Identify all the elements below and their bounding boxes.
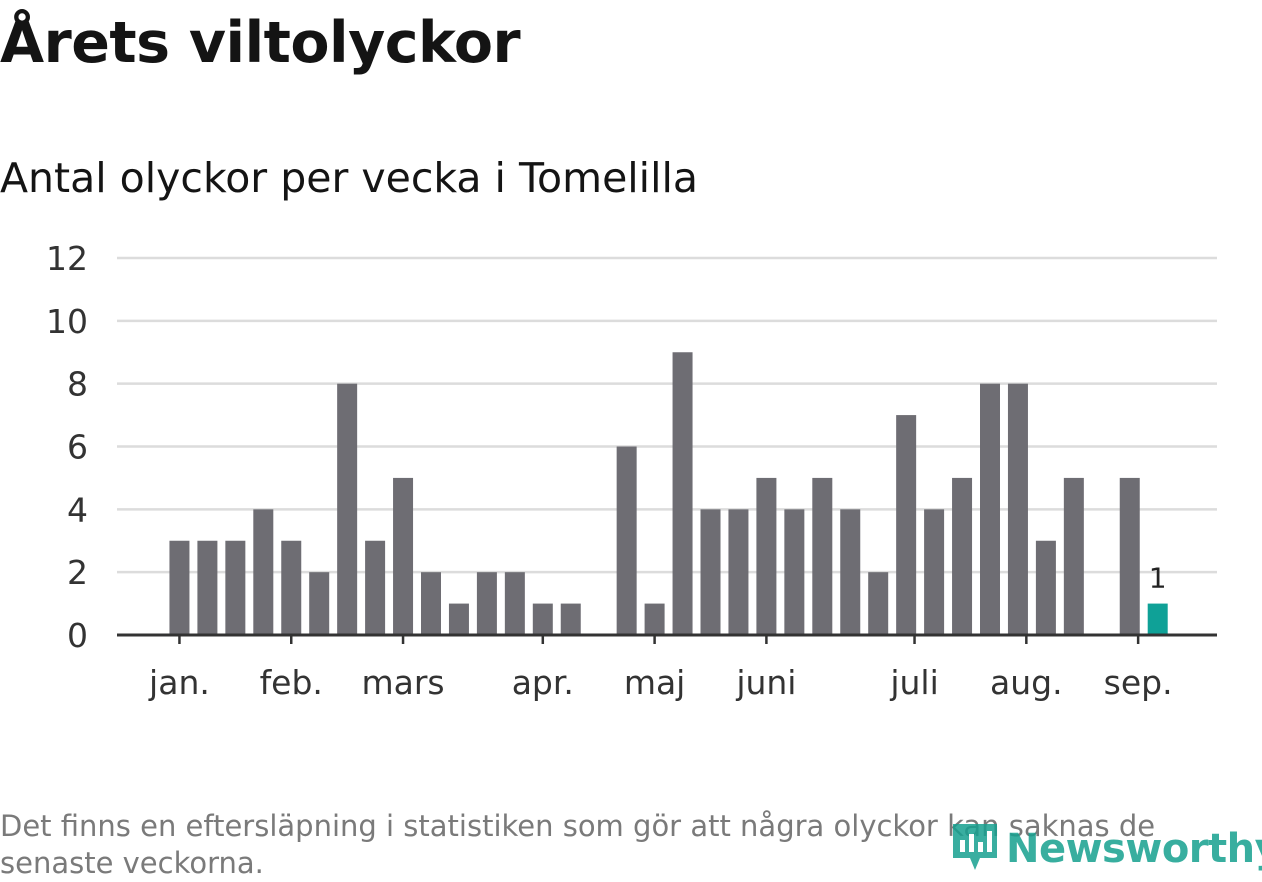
chart-subtitle: Antal olyckor per vecka i Tomelilla: [0, 154, 698, 202]
bar: [197, 540, 218, 635]
bar: [281, 540, 302, 635]
bar: [812, 477, 833, 635]
y-axis-ticks: 0 2 4 6 8 10 12: [46, 239, 88, 655]
bar: [896, 415, 917, 635]
y-tick-label: 8: [67, 365, 88, 404]
bar: [616, 446, 637, 635]
chart-title: Årets viltolyckor: [0, 10, 521, 76]
bar: [952, 477, 973, 635]
x-axis-ticks: jan. feb. mars apr. maj juni juli aug. sep.: [148, 635, 1173, 702]
x-tick-label: feb.: [260, 663, 323, 702]
bar: [756, 477, 777, 635]
bar: [448, 603, 469, 635]
bars: [169, 352, 1168, 635]
bar: [840, 509, 861, 635]
bar: [337, 383, 358, 635]
bar: [980, 383, 1000, 635]
bar: [1119, 477, 1140, 635]
bar: [924, 509, 945, 635]
bar: [644, 603, 665, 635]
y-tick-label: 6: [67, 428, 88, 467]
bar: [253, 509, 274, 635]
bar: [784, 509, 805, 635]
newsworthy-logo-icon: [950, 818, 1000, 880]
x-tick-label: jan.: [148, 663, 210, 702]
x-tick-label: aug.: [990, 663, 1063, 702]
bar: [225, 540, 246, 635]
newsworthy-logo-text: Newsworthy: [1006, 826, 1262, 872]
x-tick-label: apr.: [512, 663, 574, 702]
bar: [309, 572, 330, 635]
gridlines: [117, 256, 1217, 574]
bar: [365, 540, 386, 635]
x-tick-label: mars: [361, 663, 444, 702]
x-tick-label: sep.: [1104, 663, 1173, 702]
x-tick-label: maj: [624, 663, 686, 702]
x-tick-label: juni: [735, 663, 796, 702]
bar: [1035, 540, 1056, 635]
x-tick-label: juli: [889, 663, 938, 702]
y-tick-label: 10: [46, 302, 88, 341]
bar: [1063, 477, 1084, 635]
bar: [868, 572, 889, 635]
bar: [169, 540, 190, 635]
data-label-highlight: 1: [1149, 562, 1167, 595]
bar-highlight: [1147, 603, 1168, 635]
bar: [393, 477, 414, 635]
newsworthy-logo: Newsworthy: [950, 818, 1262, 880]
bar: [728, 509, 749, 635]
bar: [421, 572, 441, 635]
bar: [504, 572, 525, 635]
bar: [700, 509, 721, 635]
y-tick-label: 2: [67, 553, 88, 592]
y-tick-label: 12: [46, 239, 88, 278]
bar: [1007, 383, 1028, 635]
bar: [476, 572, 497, 635]
bar: [672, 352, 693, 635]
y-tick-label: 4: [67, 490, 88, 529]
bar-chart: 0 2 4 6 8 10 12 jan. feb. mars apr. maj juni juli aug…: [46, 239, 1217, 702]
bar: [560, 603, 581, 635]
data-labels: 1: [1149, 562, 1167, 595]
bar: [532, 603, 553, 635]
y-tick-label: 0: [67, 616, 88, 655]
